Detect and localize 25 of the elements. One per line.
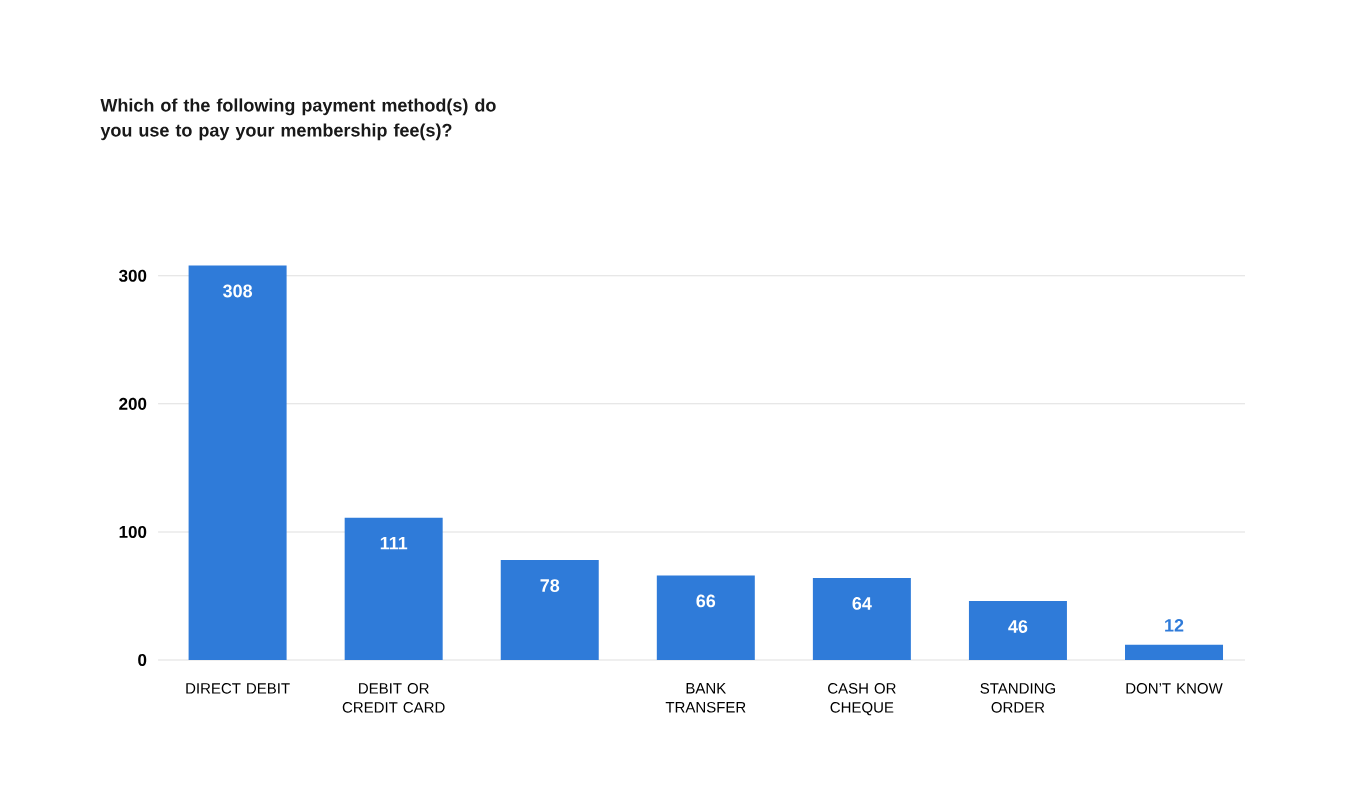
data-label: 78 xyxy=(540,579,560,592)
x-tick-label: DON’T KNOW xyxy=(1126,683,1223,694)
y-tick-label: 100 xyxy=(119,525,147,538)
bar xyxy=(344,517,443,660)
y-tick-label: 200 xyxy=(119,397,147,410)
y-tick-label: 0 xyxy=(138,654,147,667)
data-label: 111 xyxy=(380,536,408,550)
bar xyxy=(500,560,599,660)
bar xyxy=(656,575,755,660)
data-label: 46 xyxy=(1008,620,1028,633)
data-label: 64 xyxy=(852,597,872,610)
bar xyxy=(968,601,1067,660)
y-tick-label: 300 xyxy=(118,269,147,282)
x-tick-label: CASH OR CHEQUE xyxy=(828,683,896,716)
x-tick-label: BANK TRANSFER xyxy=(665,683,746,713)
data-label: 66 xyxy=(696,594,716,608)
bar xyxy=(812,578,911,660)
chart-title: Which of the following payment method(s) do you use to pay your membership fee(s)? xyxy=(100,98,496,141)
x-tick-label: DEBIT OR CREDIT CARD xyxy=(342,683,445,713)
x-tick-label: STANDING ORDER xyxy=(980,683,1056,713)
data-label: 12 xyxy=(1165,618,1184,632)
bar xyxy=(188,265,287,660)
data-label: 308 xyxy=(223,284,253,298)
bar xyxy=(1125,644,1224,660)
x-tick-label: DIRECT DEBIT xyxy=(186,683,290,694)
